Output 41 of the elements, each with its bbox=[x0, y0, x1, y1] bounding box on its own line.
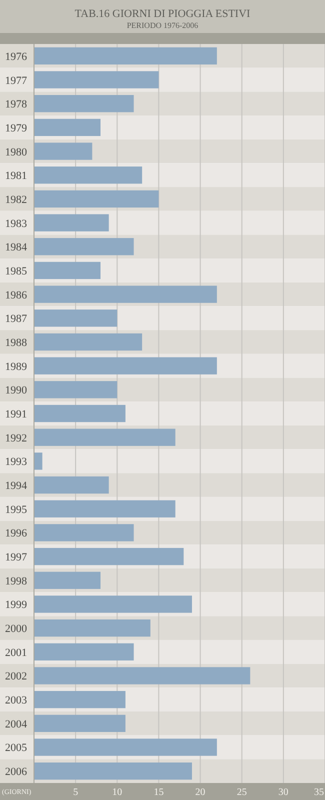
x-tick-label: 15 bbox=[154, 787, 164, 798]
y-tick-label: 1982 bbox=[5, 194, 27, 206]
y-tick-label: 1989 bbox=[5, 360, 28, 373]
y-tick-label: 1987 bbox=[5, 313, 28, 326]
y-tick-label: 1983 bbox=[5, 218, 28, 230]
y-tick-label: 1976 bbox=[5, 50, 28, 63]
x-tick-label: 30 bbox=[278, 787, 288, 798]
bar bbox=[34, 452, 42, 470]
y-tick-label: 2001 bbox=[5, 646, 27, 659]
y-tick-label: 1995 bbox=[5, 504, 28, 516]
y-tick-label: 1981 bbox=[5, 170, 27, 182]
y-tick-label: 1979 bbox=[5, 122, 28, 134]
y-tick-label: 1996 bbox=[5, 528, 28, 540]
y-tick-label: 2004 bbox=[5, 718, 28, 730]
y-tick-label: 2006 bbox=[5, 766, 28, 778]
y-tick-label: 1988 bbox=[5, 336, 28, 349]
chart-subtitle: PERIODO 1976-2006 bbox=[126, 21, 198, 30]
chart-title: TAB.16 GIORNI DI PIOGGIA ESTIVI bbox=[74, 8, 251, 20]
y-tick-label: 1999 bbox=[5, 599, 28, 612]
y-tick-label: 2005 bbox=[5, 742, 28, 754]
y-tick-label: 2000 bbox=[5, 623, 28, 636]
x-tick-label: 10 bbox=[112, 787, 122, 798]
y-tick-label: 1998 bbox=[5, 575, 28, 588]
y-tick-label: 2003 bbox=[5, 694, 28, 707]
y-tick-label: 1984 bbox=[5, 242, 28, 254]
y-tick-label: 1980 bbox=[5, 146, 28, 158]
y-tick-label: 2002 bbox=[5, 670, 27, 683]
y-tick-label: 1990 bbox=[5, 384, 28, 397]
y-tick-label: 1997 bbox=[5, 552, 28, 564]
y-tick-label: 1992 bbox=[5, 432, 27, 444]
x-tick-label: 20 bbox=[195, 787, 206, 798]
y-tick-label: 1993 bbox=[5, 456, 28, 468]
y-tick-label: 1977 bbox=[5, 74, 28, 87]
y-tick-label: 1985 bbox=[5, 265, 28, 278]
x-tick-label: 5 bbox=[73, 787, 78, 798]
y-tick-label: 1986 bbox=[5, 289, 28, 302]
y-tick-label: 1978 bbox=[5, 98, 28, 111]
y-tick-label: 1991 bbox=[5, 408, 27, 420]
y-tick-label: 1994 bbox=[5, 480, 28, 492]
x-tick-label: 25 bbox=[236, 787, 247, 798]
x-tick-label: 35 bbox=[314, 787, 324, 798]
